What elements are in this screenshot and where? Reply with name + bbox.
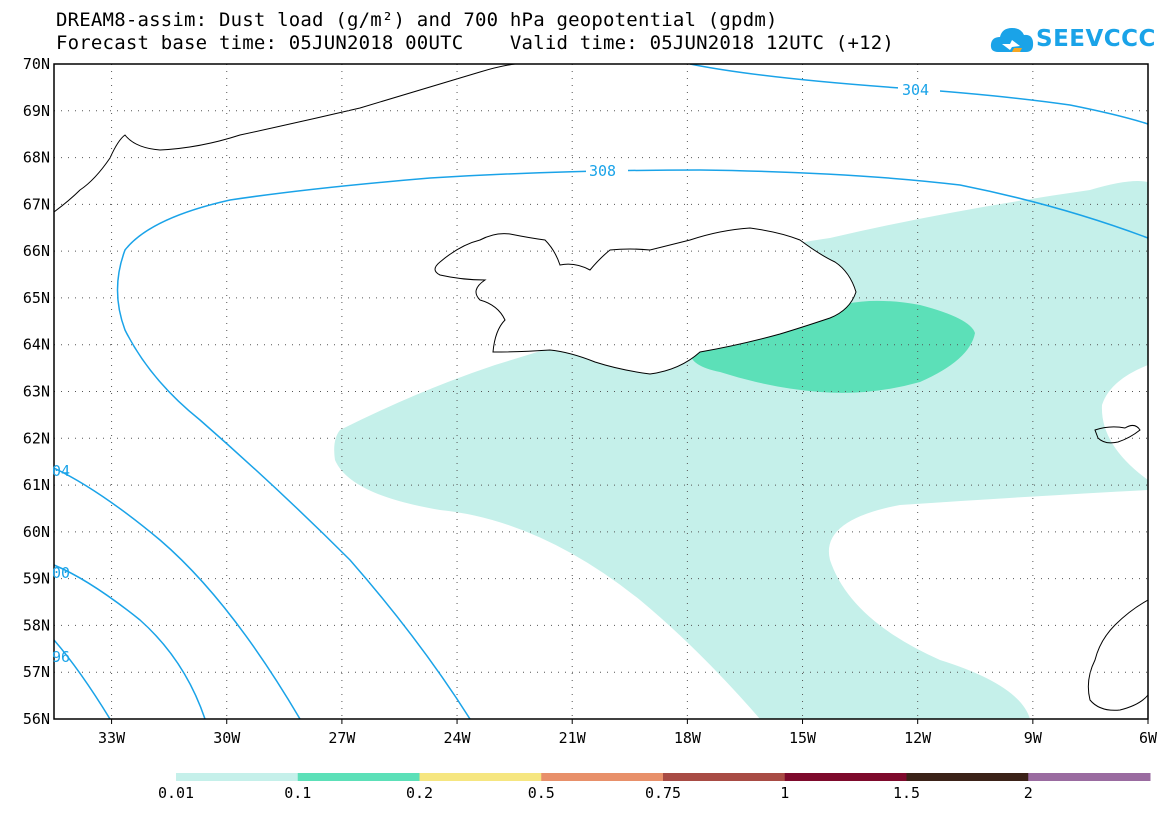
lat-tick-label: 67N [23, 195, 50, 213]
lat-tick-label: 61N [23, 476, 50, 494]
lat-tick-label: 58N [23, 616, 50, 634]
colorbar-swatch [1028, 773, 1151, 781]
colorbar-swatch [419, 773, 542, 781]
contour-label-96: 96 [52, 648, 70, 666]
contour-label-04: 04 [52, 462, 70, 480]
colorbar-label: 0.1 [284, 784, 311, 802]
cloud-logo-icon [990, 28, 1034, 52]
greenland-coastline [54, 64, 516, 213]
contour-label-308: 308 [589, 162, 616, 180]
lon-tick-label: 24W [444, 729, 472, 747]
colorbar-label: 0.5 [528, 784, 555, 802]
colorbar-label: 0.75 [645, 784, 681, 802]
scotland-coastline [1087, 599, 1148, 711]
lat-tick-label: 57N [23, 663, 50, 681]
lat-tick-label: 68N [23, 149, 50, 167]
colorbar-swatch [176, 773, 299, 781]
lat-tick-label: 63N [23, 383, 50, 401]
lon-tick-label: 27W [328, 729, 356, 747]
iceland-coastline [434, 227, 857, 375]
colorbar-label: 1 [780, 784, 789, 802]
lat-tick-label: 56N [23, 710, 50, 728]
contour-296 [54, 639, 111, 719]
plot-area [54, 64, 1148, 719]
lon-tick-label: 9W [1024, 729, 1043, 747]
lat-tick-label: 65N [23, 289, 50, 307]
forecast-time-line: Forecast base time: 05JUN2018 00UTC Vali… [56, 32, 895, 54]
contour-label-bg [586, 161, 628, 179]
colorbar-swatch [784, 773, 907, 781]
lat-tick-label: 66N [23, 242, 50, 260]
lon-tick-label: 30W [213, 729, 241, 747]
colorbar-labels: 0.01 0.1 0.2 0.5 0.75 1 1.5 2 [158, 784, 1033, 802]
colorbar-swatch [297, 773, 420, 781]
contour-300 [54, 564, 206, 719]
lon-tick-label: 12W [904, 729, 932, 747]
map-title: DREAM8-assim: Dust load (g/m²) and 700 h… [56, 9, 778, 31]
lon-axis: 33W 30W 27W 24W 21W 18W 15W 12W 9W 6W [98, 719, 1158, 747]
lat-axis: 70N 69N 68N 67N 66N 65N 64N 63N 62N 61N 60N 59N 58N 5… [23, 55, 50, 728]
dotted-grid [54, 64, 1148, 719]
logo-text: SEEVCCC [1036, 26, 1156, 52]
lat-tick-label: 64N [23, 336, 50, 354]
lat-tick-label: 62N [23, 429, 50, 447]
iceland-interior-white [570, 255, 720, 306]
lat-tick-label: 70N [23, 55, 50, 73]
colorbar-label: 1.5 [893, 784, 920, 802]
lon-tick-label: 6W [1139, 729, 1158, 747]
lon-tick-label: 33W [98, 729, 126, 747]
contour-304-left [54, 467, 301, 719]
faroe-islands [1094, 424, 1141, 444]
contour-label-00: 00 [52, 564, 70, 582]
plot-frame [53, 63, 1149, 720]
contour-label-304: 304 [902, 81, 929, 99]
lon-tick-label: 15W [789, 729, 817, 747]
contour-label-bg [898, 80, 940, 98]
colorbar-swatch [906, 773, 1029, 781]
contour-304 [689, 64, 1148, 125]
colorbar-swatch [663, 773, 786, 781]
colorbar-label: 2 [1024, 784, 1033, 802]
lat-tick-label: 59N [23, 570, 50, 588]
contour-308 [116, 169, 1148, 719]
lon-tick-label: 21W [559, 729, 587, 747]
dust-field-medium [690, 300, 975, 393]
lat-tick-label: 69N [23, 102, 50, 120]
lon-tick-label: 18W [674, 729, 702, 747]
colorbar [176, 773, 1151, 781]
colorbar-label: 0.2 [406, 784, 433, 802]
colorbar-swatch [541, 773, 664, 781]
lat-tick-label: 60N [23, 523, 50, 541]
colorbar-label: 0.01 [158, 784, 194, 802]
